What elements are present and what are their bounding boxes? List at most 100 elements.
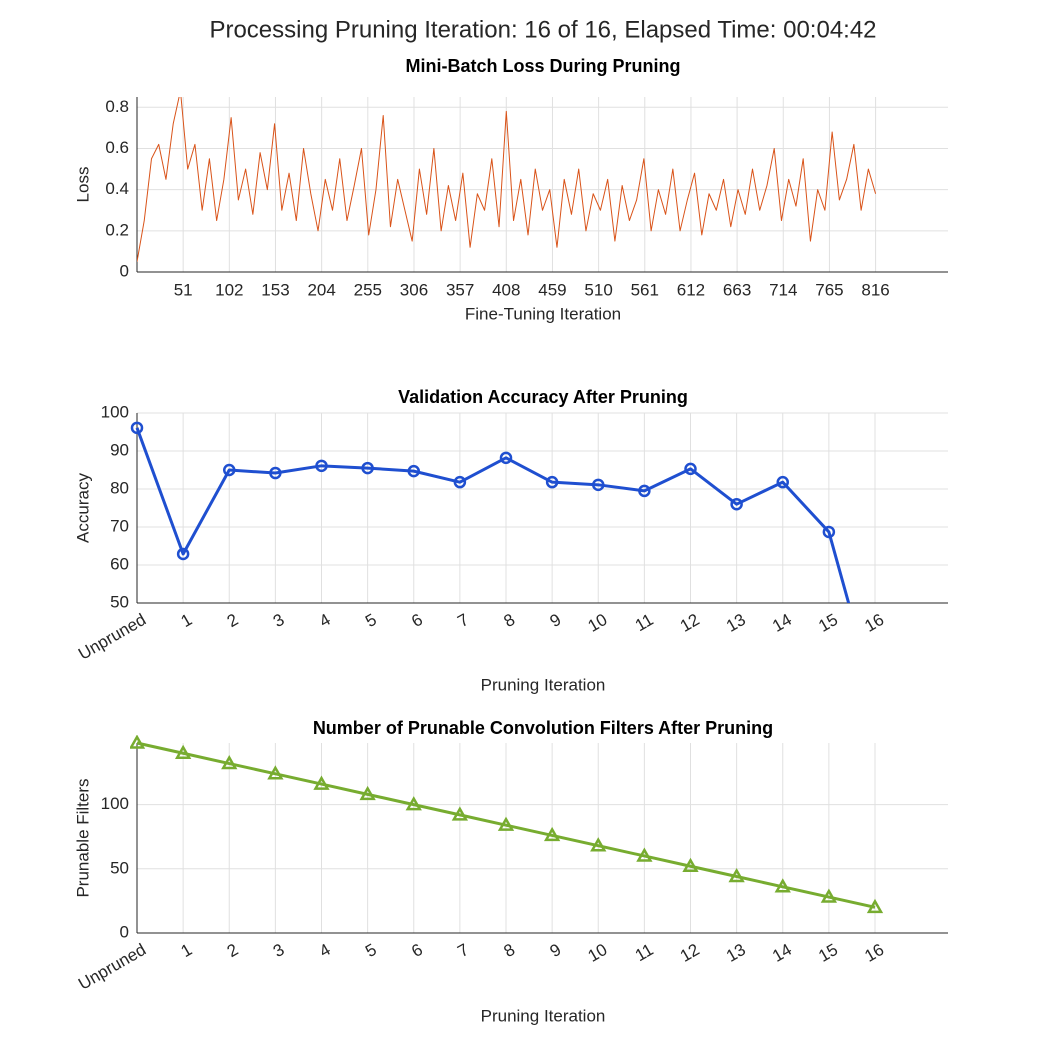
x-tick-label: 6 [408, 940, 426, 961]
x-tick-label: 14 [769, 610, 795, 636]
data-point [774, 878, 791, 893]
x-tick-label: 1 [178, 940, 196, 961]
data-point [267, 765, 284, 780]
data-point [776, 475, 789, 489]
data-point [590, 837, 607, 852]
data-point [866, 898, 884, 914]
data-point [405, 796, 422, 811]
data-point [313, 775, 330, 790]
plot-area [130, 421, 880, 703]
y-tick-label: 0.6 [105, 138, 129, 157]
x-tick-label: 9 [547, 610, 565, 631]
data-point [822, 525, 836, 539]
y-axis-label: Prunable Filters [73, 778, 92, 897]
y-tick-label: 0.2 [105, 220, 129, 239]
data-point [636, 847, 653, 862]
chart-title: Validation Accuracy After Pruning [398, 387, 688, 407]
data-point [870, 693, 880, 703]
x-tick-label: Unpruned [75, 940, 149, 994]
x-tick-label: 10 [585, 610, 611, 636]
data-point [682, 857, 699, 872]
x-tick-label: 816 [861, 280, 889, 299]
data-point [543, 826, 561, 842]
y-axis-label: Loss [73, 167, 92, 203]
x-axis-label: Pruning Iteration [481, 675, 606, 694]
y-tick-label: 50 [110, 858, 129, 877]
x-tick-label: 16 [861, 610, 887, 636]
y-tick-label: 0 [120, 922, 129, 941]
x-tick-label: 765 [815, 280, 843, 299]
data-point [592, 478, 605, 492]
x-tick-label: 510 [584, 280, 612, 299]
x-tick-label: 3 [270, 610, 288, 631]
y-tick-label: 80 [110, 478, 129, 497]
data-line [137, 97, 877, 262]
x-tick-label: 10 [585, 940, 611, 966]
data-point [820, 888, 838, 903]
x-tick-label: 9 [547, 940, 565, 961]
x-tick-label: 102 [215, 280, 243, 299]
data-line [135, 427, 851, 603]
plot-area [137, 97, 877, 262]
data-line [136, 741, 876, 909]
y-tick-label: 60 [110, 554, 129, 573]
data-point [221, 755, 238, 770]
data-point [315, 459, 328, 473]
x-tick-label: 12 [677, 610, 703, 636]
data-point [407, 464, 420, 478]
axes: 0 0.2 0.4 0.6 0.8 51 102 153 204 255 306 357 408 459 5… [73, 56, 948, 323]
data-point [545, 475, 559, 489]
data-point [684, 462, 697, 476]
x-tick-label: 5 [362, 610, 380, 631]
x-tick-label: 4 [316, 940, 334, 961]
x-tick-label: 16 [861, 940, 887, 966]
x-tick-label: 612 [677, 280, 705, 299]
data-point [269, 466, 282, 480]
x-tick-label: 4 [316, 610, 334, 631]
y-tick-label: 0 [120, 261, 129, 280]
x-tick-label: 15 [815, 940, 841, 966]
chart-title: Number of Prunable Convolution Filters A… [313, 718, 773, 738]
x-tick-label: 7 [454, 610, 472, 631]
x-tick-label: 6 [408, 610, 426, 631]
x-tick-label: Unpruned [75, 610, 149, 664]
x-tick-label: 8 [501, 610, 519, 631]
x-tick-label: 204 [307, 280, 335, 299]
y-tick-label: 0.8 [105, 97, 129, 116]
data-point [451, 806, 469, 821]
y-tick-label: 50 [110, 592, 129, 611]
x-tick-label: 5 [362, 940, 380, 961]
chart-title: Mini-Batch Loss During Pruning [406, 56, 681, 76]
data-point [130, 735, 146, 749]
data-point [730, 497, 743, 511]
y-tick-label: 0.4 [105, 179, 129, 198]
x-tick-label: 11 [632, 940, 657, 965]
data-point [728, 867, 745, 883]
x-axis-label: Fine-Tuning Iteration [465, 304, 621, 323]
x-tick-label: 15 [815, 610, 841, 636]
x-tick-label: 3 [270, 940, 288, 961]
x-tick-label: 13 [723, 940, 749, 966]
x-tick-label: 12 [677, 940, 703, 966]
x-tick-label: 561 [631, 280, 659, 299]
x-tick-label: 14 [769, 940, 795, 966]
x-tick-label: 306 [400, 280, 428, 299]
x-tick-label: 2 [224, 940, 242, 961]
data-point [499, 451, 513, 465]
data-point [174, 744, 192, 760]
x-axis-label: Pruning Iteration [481, 1006, 606, 1025]
data-point [497, 816, 515, 831]
x-tick-label: 7 [454, 940, 472, 961]
x-tick-label: 1 [178, 610, 196, 631]
y-tick-label: 100 [101, 794, 129, 813]
data-point [130, 421, 144, 435]
figure-title: Processing Pruning Iteration: 16 of 16, … [209, 16, 876, 43]
x-tick-label: 13 [723, 610, 749, 636]
y-tick-label: 70 [110, 516, 129, 535]
plot-area [130, 735, 884, 914]
x-tick-label: 51 [174, 280, 193, 299]
x-tick-label: 357 [446, 280, 474, 299]
